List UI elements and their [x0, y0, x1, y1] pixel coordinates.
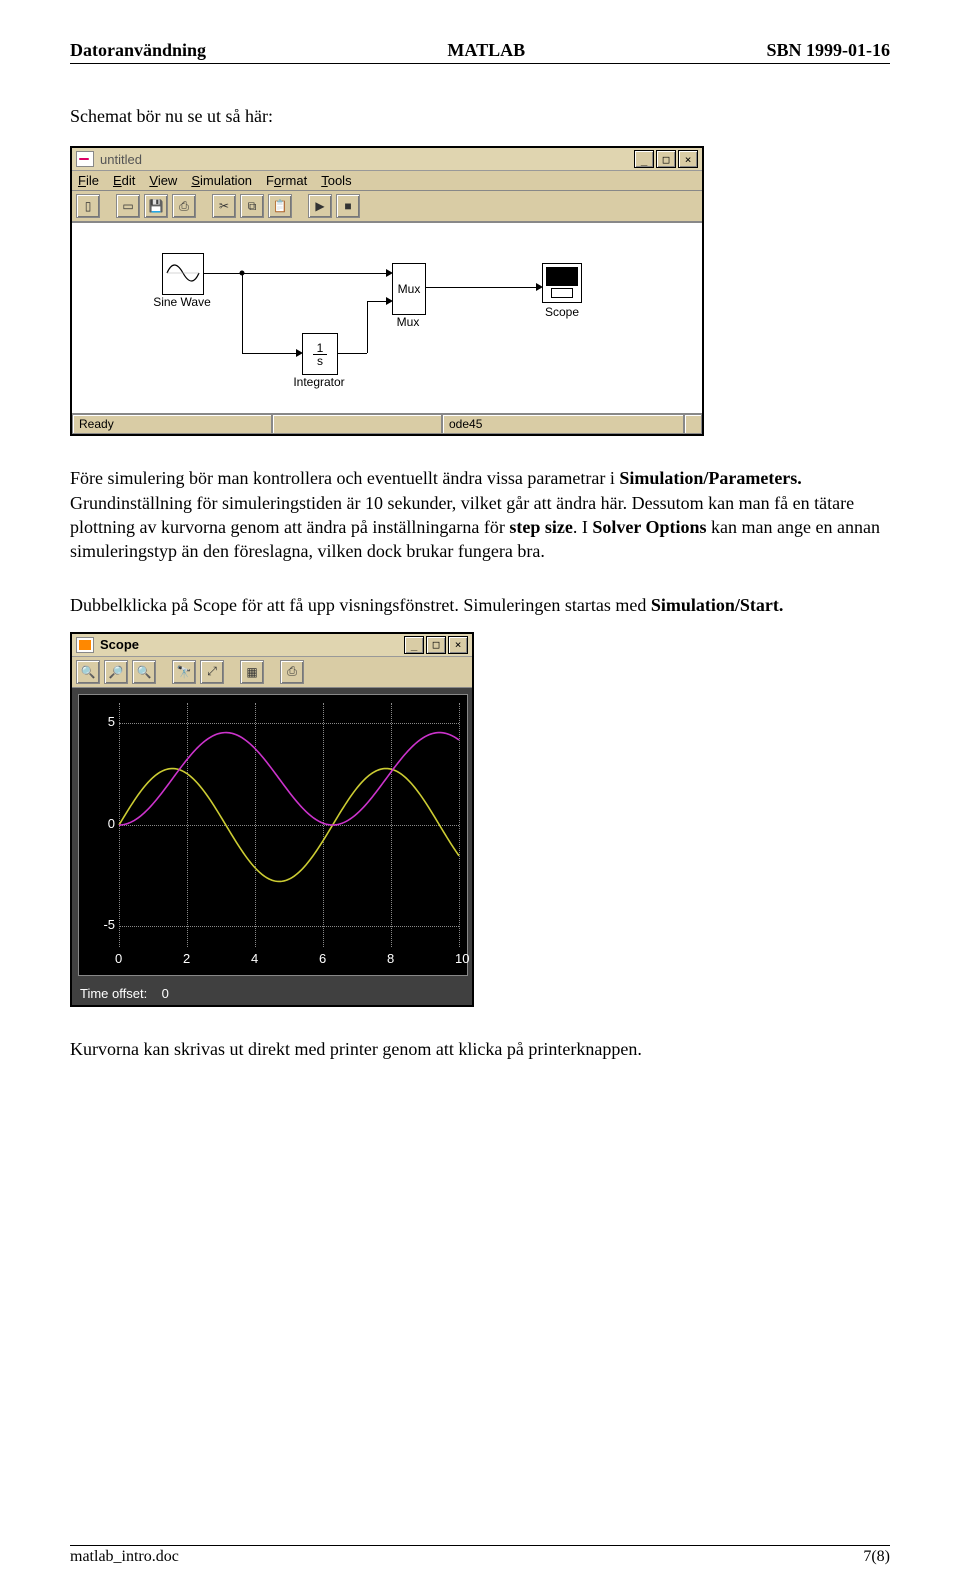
menu-format[interactable]: Format: [266, 173, 307, 188]
menu-file[interactable]: File: [78, 173, 99, 188]
scope-titlebar[interactable]: Scope _ □ ×: [72, 634, 472, 657]
label-integrator: Integrator: [279, 375, 359, 389]
menu-simulation[interactable]: Simulation: [191, 173, 252, 188]
scope-title: Scope: [100, 637, 404, 652]
print-icon[interactable]: ⎙: [172, 194, 196, 218]
simulink-menubar: File Edit View Simulation Format Tools: [72, 171, 702, 191]
intro-text: Schemat bör nu se ut så här:: [70, 104, 890, 128]
scope-window: Scope _ □ × 🔍 🔎 🔍 🔭 ⤢ ▦ ⎙ 50-50246810 Ti…: [70, 632, 474, 1007]
block-scope[interactable]: [542, 263, 582, 303]
arrow-icon: [296, 349, 303, 357]
footer-left: matlab_intro.doc: [70, 1548, 179, 1566]
block-integrator[interactable]: 1s: [302, 333, 338, 375]
arrow-icon: [536, 283, 543, 291]
paragraph-2: Dubbelklicka på Scope för att få upp vis…: [70, 593, 890, 617]
page-header: Datoranvändning MATLAB SBN 1999-01-16: [70, 40, 890, 64]
close-button[interactable]: ×: [678, 150, 698, 168]
footer-right: 7(8): [863, 1548, 890, 1566]
arrow-icon: [386, 269, 393, 277]
paste-icon[interactable]: 📋: [268, 194, 292, 218]
autoscale-icon[interactable]: ⤢: [200, 660, 224, 684]
wire: [242, 353, 298, 354]
wire: [242, 273, 243, 353]
minimize-button[interactable]: _: [634, 150, 654, 168]
label-sine-wave: Sine Wave: [142, 295, 222, 309]
resize-grip-icon[interactable]: [684, 414, 702, 434]
header-right: SBN 1999-01-16: [766, 40, 890, 61]
zoom-in-icon[interactable]: 🔍: [76, 660, 100, 684]
cut-icon[interactable]: ✂: [212, 194, 236, 218]
arrow-icon: [386, 297, 393, 305]
scope-minimize-button[interactable]: _: [404, 636, 424, 654]
header-center: MATLAB: [447, 40, 525, 61]
copy-icon[interactable]: ⧉: [240, 194, 264, 218]
scope-chart[interactable]: 50-50246810: [78, 694, 468, 976]
mux-inner-label: Mux: [398, 282, 421, 296]
scope-maximize-button[interactable]: □: [426, 636, 446, 654]
status-ready: Ready: [72, 414, 272, 434]
simulink-title: untitled: [100, 152, 634, 167]
simulink-statusbar: Ready ode45: [72, 414, 702, 434]
simulink-window: untitled _ □ × File Edit View Simulation…: [70, 146, 704, 436]
block-sine-wave[interactable]: [162, 253, 204, 295]
label-mux: Mux: [368, 315, 448, 329]
label-scope: Scope: [522, 305, 602, 319]
wire: [367, 301, 368, 353]
menu-view[interactable]: View: [149, 173, 177, 188]
save-settings-icon[interactable]: ▦: [240, 660, 264, 684]
scope-app-icon: [76, 637, 94, 653]
status-solver: ode45: [442, 414, 684, 434]
simulink-toolbar: ▯ ▭ 💾 ⎙ ✂ ⧉ 📋 ▶ ■: [72, 191, 702, 222]
scope-chart-wrap: 50-50246810: [72, 688, 472, 982]
status-empty: [272, 414, 442, 434]
open-icon[interactable]: ▭: [116, 194, 140, 218]
simulink-titlebar[interactable]: untitled _ □ ×: [72, 148, 702, 171]
menu-edit[interactable]: Edit: [113, 173, 135, 188]
time-offset-value: 0: [162, 986, 169, 1001]
scope-toolbar: 🔍 🔎 🔍 🔭 ⤢ ▦ ⎙: [72, 657, 472, 688]
simulink-app-icon: [76, 151, 94, 167]
zoom-y-icon[interactable]: 🔍: [132, 660, 156, 684]
zoom-x-icon[interactable]: 🔎: [104, 660, 128, 684]
play-icon[interactable]: ▶: [308, 194, 332, 218]
block-mux[interactable]: Mux: [392, 263, 426, 315]
paragraph-3: Kurvorna kan skrivas ut direkt med print…: [70, 1037, 890, 1061]
page-footer: matlab_intro.doc 7(8): [70, 1545, 890, 1566]
wire: [337, 353, 367, 354]
time-offset-label: Time offset:: [80, 986, 147, 1001]
header-left: Datoranvändning: [70, 40, 206, 61]
scope-status: Time offset: 0: [72, 982, 472, 1005]
save-icon[interactable]: 💾: [144, 194, 168, 218]
wire: [425, 287, 538, 288]
menu-tools[interactable]: Tools: [321, 173, 351, 188]
wire: [367, 301, 388, 302]
paragraph-1: Före simulering bör man kontrollera och …: [70, 466, 890, 563]
new-icon[interactable]: ▯: [76, 194, 100, 218]
scope-print-icon[interactable]: ⎙: [280, 660, 304, 684]
simulink-canvas[interactable]: Sine Wave 1s Integrator Mux Mux Scope: [72, 222, 702, 414]
wire: [203, 273, 388, 274]
scope-close-button[interactable]: ×: [448, 636, 468, 654]
binoculars-icon[interactable]: 🔭: [172, 660, 196, 684]
maximize-button[interactable]: □: [656, 150, 676, 168]
stop-icon[interactable]: ■: [336, 194, 360, 218]
